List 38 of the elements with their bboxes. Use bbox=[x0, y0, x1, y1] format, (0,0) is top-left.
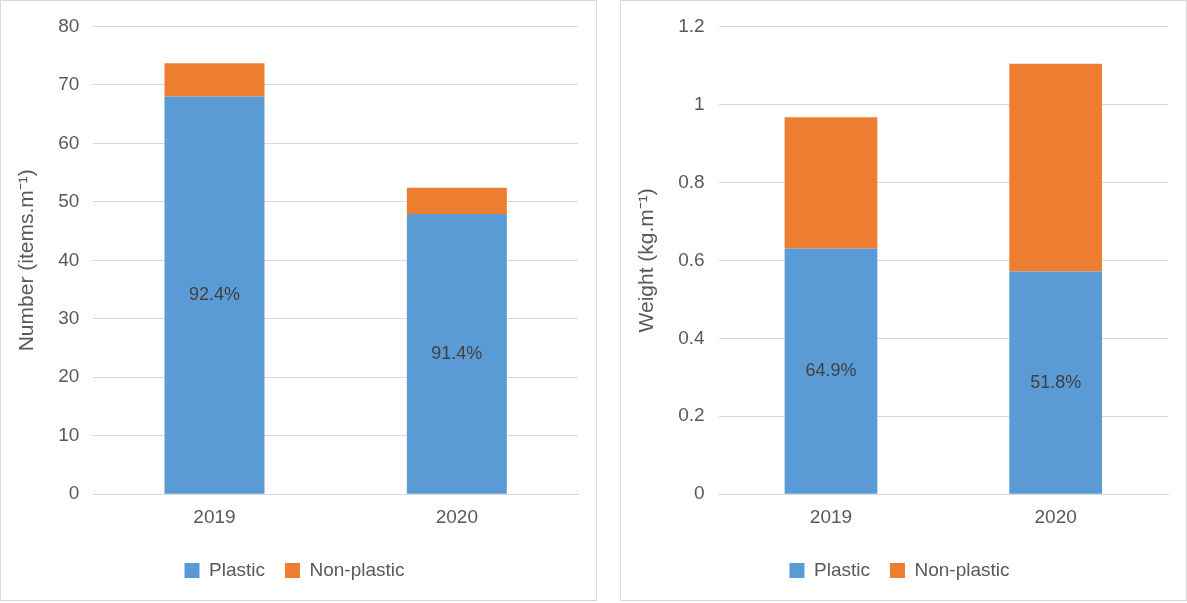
x-tick-label: 2020 bbox=[1034, 505, 1077, 527]
legend-label: Plastic bbox=[814, 558, 870, 580]
annotation: 91.4% bbox=[431, 342, 483, 363]
bar bbox=[406, 214, 507, 494]
y-axis-title: Weight (kg.m⁻¹) bbox=[634, 188, 658, 333]
y-tick-label: 80 bbox=[58, 14, 80, 36]
bar bbox=[164, 96, 265, 494]
y-tick-label: 0 bbox=[68, 482, 80, 504]
y-tick-label: 0 bbox=[694, 482, 705, 504]
y-tick-label: 0.6 bbox=[678, 248, 705, 270]
y-tick-label: 1.2 bbox=[678, 14, 705, 36]
y-tick-label: 60 bbox=[58, 131, 80, 153]
y-tick-label: 0.4 bbox=[678, 326, 706, 348]
y-tick-label: 0.2 bbox=[678, 404, 705, 426]
y-tick-label: 20 bbox=[58, 365, 80, 387]
bar bbox=[784, 248, 878, 494]
y-tick-label: 1 bbox=[694, 92, 705, 114]
y-tick-label: 40 bbox=[58, 248, 80, 270]
annotation: 64.9% bbox=[805, 360, 857, 381]
annotation: 92.4% bbox=[188, 284, 241, 305]
y-tick-label: 30 bbox=[58, 307, 80, 329]
legend-label: Plastic bbox=[209, 558, 265, 580]
annotation: 51.8% bbox=[1030, 371, 1082, 392]
bar bbox=[164, 63, 265, 97]
y-tick-label: 0.8 bbox=[678, 170, 705, 192]
y-axis-title: Number (items.m⁻¹) bbox=[14, 169, 38, 352]
legend-label: Non-plastic bbox=[309, 558, 405, 580]
y-tick-label: 50 bbox=[58, 190, 80, 212]
x-tick-label: 2020 bbox=[435, 505, 478, 527]
bar bbox=[1009, 271, 1102, 494]
y-tick-label: 10 bbox=[58, 423, 80, 445]
x-tick-label: 2019 bbox=[809, 505, 853, 527]
bar bbox=[784, 117, 878, 249]
y-tick-label: 70 bbox=[58, 73, 80, 95]
bar bbox=[406, 187, 507, 215]
legend-label: Non-plastic bbox=[914, 558, 1010, 580]
x-tick-label: 2019 bbox=[193, 505, 236, 527]
bar bbox=[1009, 63, 1102, 272]
